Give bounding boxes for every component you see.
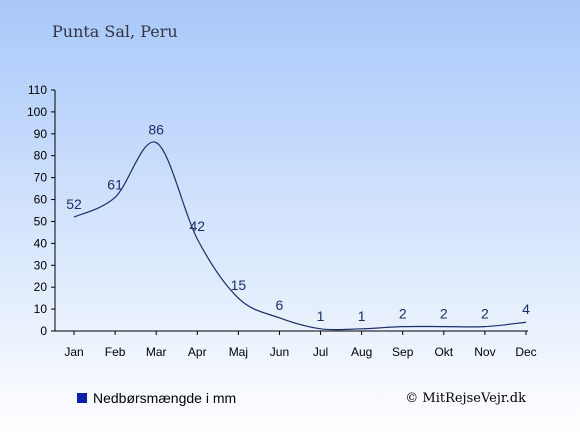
x-tick-label: Apr bbox=[188, 345, 207, 359]
data-label: 15 bbox=[231, 277, 247, 293]
y-tick-label: 40 bbox=[34, 236, 48, 250]
legend-label: Nedbørsmængde i mm bbox=[93, 390, 236, 406]
data-label: 42 bbox=[189, 218, 205, 234]
y-tick-label: 20 bbox=[34, 280, 48, 294]
x-tick-label: Jun bbox=[270, 345, 289, 359]
x-tick-label: Sep bbox=[392, 345, 414, 359]
y-tick-label: 80 bbox=[34, 149, 48, 163]
legend-swatch bbox=[77, 393, 87, 403]
x-tick-label: Jan bbox=[64, 345, 83, 359]
data-label: 2 bbox=[440, 306, 448, 322]
data-label: 1 bbox=[358, 308, 366, 324]
y-tick-label: 50 bbox=[34, 214, 48, 228]
data-label: 1 bbox=[317, 308, 325, 324]
axes bbox=[51, 89, 528, 335]
y-tick-label: 30 bbox=[34, 258, 48, 272]
data-label: 2 bbox=[481, 306, 489, 322]
precipitation-line bbox=[73, 141, 527, 331]
data-label: 86 bbox=[148, 122, 164, 138]
data-label: 2 bbox=[399, 306, 407, 322]
x-tick-label: Aug bbox=[351, 345, 372, 359]
x-tick-label: Mar bbox=[146, 345, 167, 359]
y-tick-label: 90 bbox=[34, 127, 48, 141]
x-tick-label: Feb bbox=[105, 345, 126, 359]
data-label: 4 bbox=[522, 301, 530, 317]
x-tick-label: Maj bbox=[229, 345, 248, 359]
y-tick-label: 100 bbox=[27, 105, 47, 119]
y-tick-label: 10 bbox=[34, 302, 48, 316]
x-tick-label: Nov bbox=[474, 345, 495, 359]
x-tick-label: Jul bbox=[313, 345, 328, 359]
place-title: Punta Sal, Peru bbox=[52, 22, 178, 41]
x-tick-label: Okt bbox=[434, 345, 453, 359]
tick-labels: 0 10 20 30 40 50 60 70 80 90 100 110 Jan Feb Mar Apr Maj… bbox=[27, 83, 537, 359]
data-label: 6 bbox=[276, 297, 284, 313]
y-tick-label: 0 bbox=[40, 324, 47, 338]
y-tick-label: 60 bbox=[34, 193, 48, 207]
data-label: 61 bbox=[107, 176, 123, 192]
copyright-credit: © MitRejseVejr.dk bbox=[405, 391, 526, 406]
y-tick-label: 70 bbox=[34, 171, 48, 185]
x-tick-label: Dec bbox=[515, 345, 536, 359]
y-tick-label: 110 bbox=[28, 83, 47, 97]
data-label: 52 bbox=[66, 196, 82, 212]
